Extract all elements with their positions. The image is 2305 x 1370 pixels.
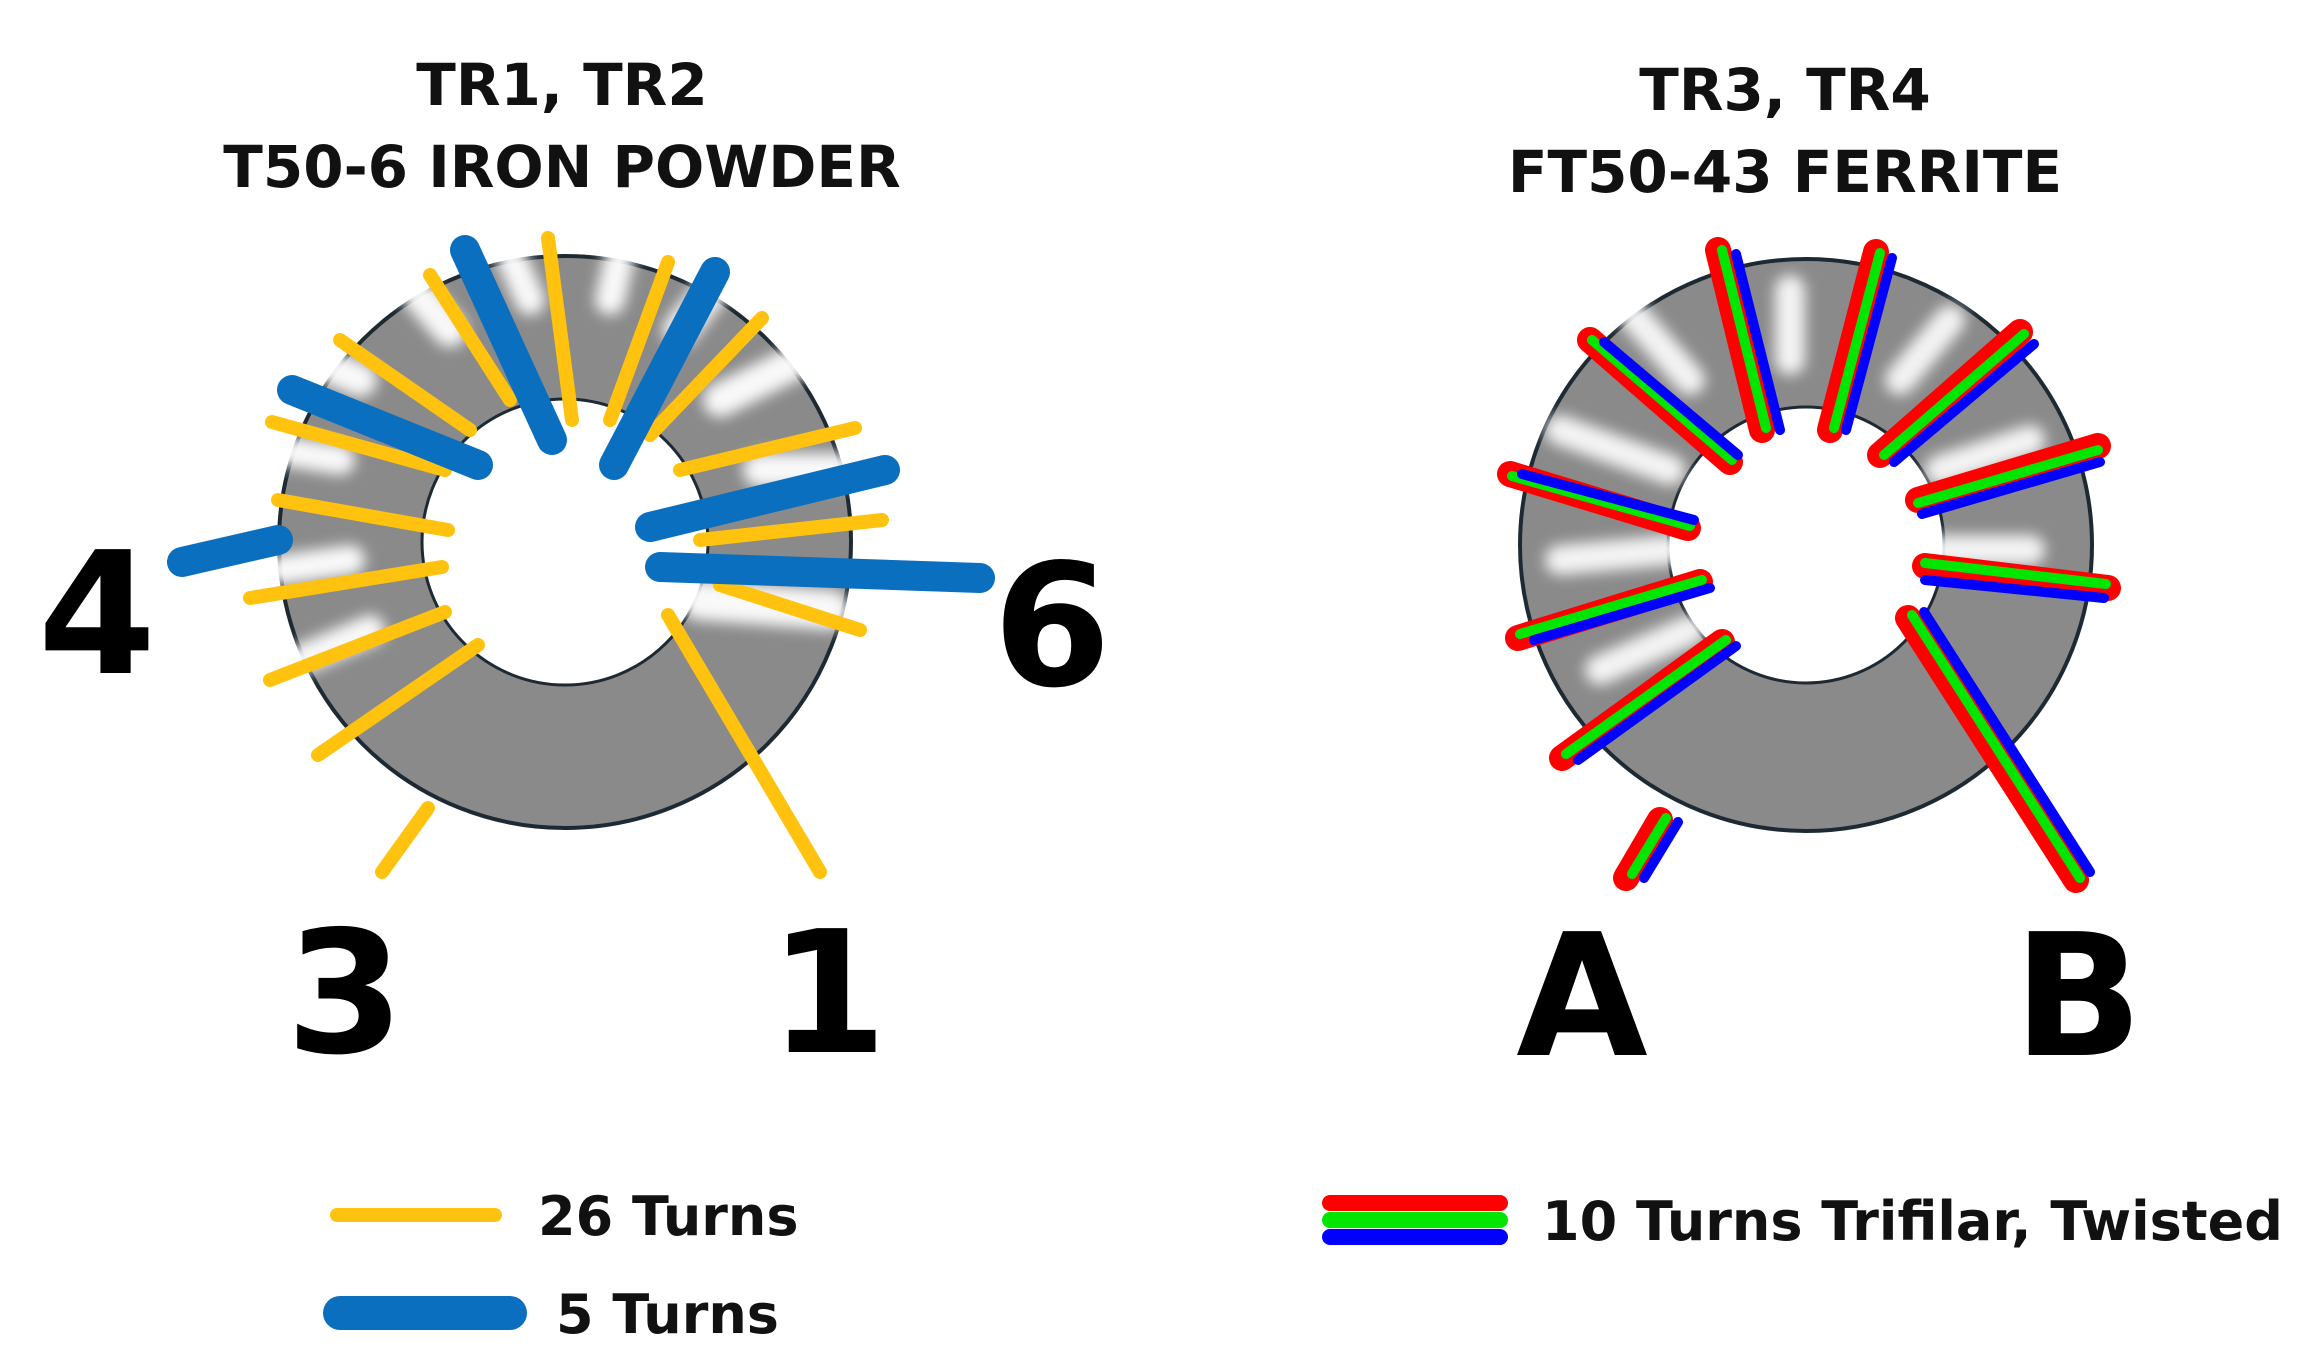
right-title-line2: FT50-43 FERRITE — [1508, 138, 2062, 206]
legend-label-blue: 5 Turns — [556, 1283, 779, 1346]
yellow-turn — [271, 493, 455, 537]
right-title-line1: TR3, TR4 — [1639, 56, 1930, 124]
legend: 26 Turns 5 Turns 10 Turns Trifilar, Twis… — [323, 1185, 2283, 1346]
trifilar-turn — [1577, 327, 1743, 475]
blue-turn — [450, 235, 567, 455]
terminal-6: 6 — [993, 528, 1111, 726]
yellow-turn — [541, 231, 579, 427]
blue-lead-6 — [645, 552, 995, 593]
trifilar-turn — [1912, 553, 2121, 603]
yellow-turn — [713, 578, 867, 637]
left-blue-winding — [167, 235, 995, 593]
trifilar-lead-a — [1613, 807, 1683, 891]
terminal-4: 4 — [38, 516, 156, 714]
legend-label-yellow: 26 Turns — [538, 1185, 799, 1248]
yellow-turn — [643, 311, 769, 442]
yellow-turn — [423, 268, 517, 407]
trifilar-turn — [1905, 433, 2111, 519]
trifilar-turn — [1867, 319, 2039, 468]
trifilar-turn — [1549, 629, 1741, 771]
yellow-turn — [265, 415, 452, 477]
right-trifilar-winding — [1497, 237, 2121, 893]
terminal-b: B — [2013, 898, 2143, 1096]
left-transformer: TR1, TR2 T50-6 IRON POWDER — [38, 51, 1111, 1093]
blue-lead-4 — [167, 525, 293, 577]
trifilar-turn — [1817, 239, 1897, 443]
yellow-turn — [673, 421, 862, 477]
yellow-turn — [333, 333, 477, 437]
legend-item-yellow: 26 Turns — [330, 1185, 799, 1248]
legend-item-trifilar: 10 Turns Trifilar, Twisted — [1322, 1190, 2283, 1253]
trifilar-turn — [1497, 461, 1701, 541]
legend-label-trifilar: 10 Turns Trifilar, Twisted — [1542, 1190, 2283, 1253]
right-transformer: TR3, TR4 FT50-43 FERRITE — [1497, 56, 2143, 1096]
blue-turn — [635, 455, 900, 542]
terminal-3: 3 — [286, 895, 404, 1093]
left-title-line2: T50-6 IRON POWDER — [223, 133, 900, 201]
trifilar-turn — [1705, 237, 1785, 443]
terminal-1: 1 — [769, 895, 887, 1093]
yellow-turn — [263, 605, 452, 687]
yellow-lead-3 — [375, 801, 435, 879]
yellow-turn — [243, 560, 449, 605]
blue-turn — [599, 257, 730, 480]
trifilar-turn — [1505, 569, 1715, 651]
yellow-lead-1 — [661, 608, 827, 879]
yellow-turn — [693, 513, 889, 547]
yellow-turn — [311, 638, 485, 762]
blue-turn — [277, 375, 493, 480]
trifilar-lead-b — [1895, 605, 2095, 893]
left-yellow-winding — [243, 231, 889, 879]
yellow-turn — [603, 255, 675, 427]
left-title-line1: TR1, TR2 — [416, 51, 707, 119]
legend-item-blue: 5 Turns — [323, 1283, 779, 1346]
terminal-a: A — [1516, 898, 1648, 1096]
